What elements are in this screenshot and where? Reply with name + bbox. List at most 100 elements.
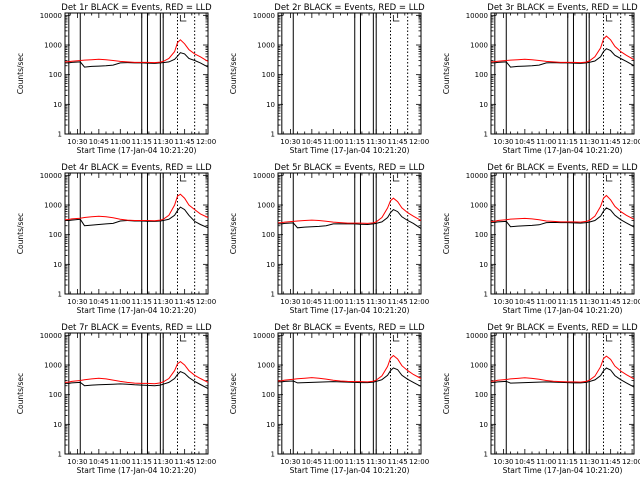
series-events-line [491,48,635,68]
x-axis-label: Start Time (17-Jan-04 10:21:20) [503,146,623,155]
y-tick-label: 1 [271,451,275,459]
y-tick-label: 100 [475,231,488,239]
x-tick-label: 11:00 [110,138,130,146]
attenuator-bracket [179,175,187,182]
x-tick-label: 10:45 [302,458,322,466]
series-events-line [491,367,635,388]
plot-frame [490,332,635,455]
plot-frame [490,12,635,135]
y-tick-label: 10000 [466,172,488,180]
x-tick-label: 10:30 [67,298,87,306]
attenuator-bracket [179,335,187,342]
y-tick-label: 1000 [44,362,62,370]
x-tick-label: 11:45 [388,138,408,146]
plot-frame [277,12,422,135]
panel-title: Det 9r BLACK = Events, RED = LLD [487,323,638,333]
x-tick-label: 11:00 [323,458,343,466]
y-tick-label: 1 [271,291,275,299]
detector-panel-9: Det 9r BLACK = Events, RED = LLD 1 10 100 10… [442,323,640,475]
detector-panel-3: Det 3r BLACK = Events, RED = LLD 1 10 100 10… [442,3,640,155]
x-tick-label: 11:45 [601,298,621,306]
x-tick-label: 11:30 [153,138,173,146]
x-tick-label: 10:30 [280,458,300,466]
plot-frame [277,332,422,455]
y-tick-label: 10 [479,101,488,109]
detector-panel-5: Det 5r BLACK = Events, RED = LLD 1 10 100 10… [229,163,429,315]
x-axis-label: Start Time (17-Jan-04 10:21:20) [77,146,197,155]
x-tick-label: 11:30 [366,458,386,466]
y-tick-label: 100 [475,391,488,399]
x-tick-label: 10:45 [302,138,322,146]
x-tick-label: 11:45 [175,458,195,466]
x-tick-label: 11:15 [345,138,365,146]
x-tick-label: 11:45 [175,298,195,306]
x-tick-label: 11:45 [601,138,621,146]
y-tick-label: 1 [58,291,62,299]
y-tick-label: 10 [53,261,62,269]
y-tick-label: 10000 [40,12,62,20]
y-tick-label: 10 [53,421,62,429]
x-tick-label: 12:00 [622,138,640,146]
series-events-line [65,206,209,229]
plot-frame [277,172,422,295]
y-axis-label: Counts/sec [229,213,238,254]
x-tick-label: 11:15 [345,298,365,306]
series-events-line [278,208,422,230]
x-tick-label: 11:15 [345,458,365,466]
x-axis-label: Start Time (17-Jan-04 10:21:20) [290,146,410,155]
y-tick-label: 1000 [44,202,62,210]
y-tick-label: 1 [484,131,488,139]
y-tick-label: 1000 [257,42,275,50]
x-axis-label: Start Time (17-Jan-04 10:21:20) [77,306,197,315]
x-tick-label: 11:30 [153,298,173,306]
x-tick-label: 11:15 [558,298,578,306]
x-tick-label: 11:30 [579,138,599,146]
y-tick-label: 1 [58,131,62,139]
x-tick-label: 12:00 [409,458,429,466]
x-tick-label: 11:45 [175,138,195,146]
series-lld-line [490,355,635,383]
x-axis-label: Start Time (17-Jan-04 10:21:20) [503,306,623,315]
x-tick-label: 11:30 [579,458,599,466]
x-tick-label: 12:00 [409,298,429,306]
x-tick-label: 11:00 [323,138,343,146]
x-tick-label: 10:45 [302,298,322,306]
y-tick-label: 10000 [40,332,62,340]
attenuator-bracket [392,335,400,342]
y-tick-label: 100 [262,231,275,239]
x-tick-label: 11:00 [536,298,556,306]
panel-title: Det 7r BLACK = Events, RED = LLD [61,323,212,333]
panel-title: Det 1r BLACK = Events, RED = LLD [61,3,212,13]
y-tick-label: 1000 [470,202,488,210]
plot-frame [64,172,209,295]
y-tick-label: 10 [53,101,62,109]
x-tick-label: 11:00 [110,298,130,306]
y-tick-label: 10 [479,421,488,429]
x-tick-label: 12:00 [196,458,216,466]
y-tick-label: 10 [266,421,275,429]
series-lld-line [64,360,209,385]
x-tick-label: 10:30 [493,298,513,306]
x-tick-label: 11:00 [536,138,556,146]
y-tick-label: 10 [266,261,275,269]
x-tick-label: 11:00 [323,298,343,306]
x-tick-label: 11:45 [388,458,408,466]
detector-panel-2: Det 2r BLACK = Events, RED = LLD 1 10 100 10… [229,3,429,155]
series-lld-line [277,197,422,224]
detector-panel-7: Det 7r BLACK = Events, RED = LLD 1 10 100 10… [16,323,216,475]
series-events-line [278,367,422,387]
y-tick-label: 100 [262,391,275,399]
y-axis-label: Counts/sec [442,373,451,414]
detector-panel-4: Det 4r BLACK = Events, RED = LLD 1 10 100 10… [16,163,216,315]
x-tick-label: 10:45 [515,458,535,466]
plot-frame [64,332,209,455]
y-tick-label: 10000 [466,12,488,20]
panel-title: Det 5r BLACK = Events, RED = LLD [274,163,425,173]
attenuator-bracket [605,335,613,342]
y-tick-label: 1 [484,451,488,459]
y-tick-label: 10000 [253,172,275,180]
y-tick-label: 1000 [470,362,488,370]
series-lld-line [490,35,635,64]
x-tick-label: 10:45 [515,298,535,306]
